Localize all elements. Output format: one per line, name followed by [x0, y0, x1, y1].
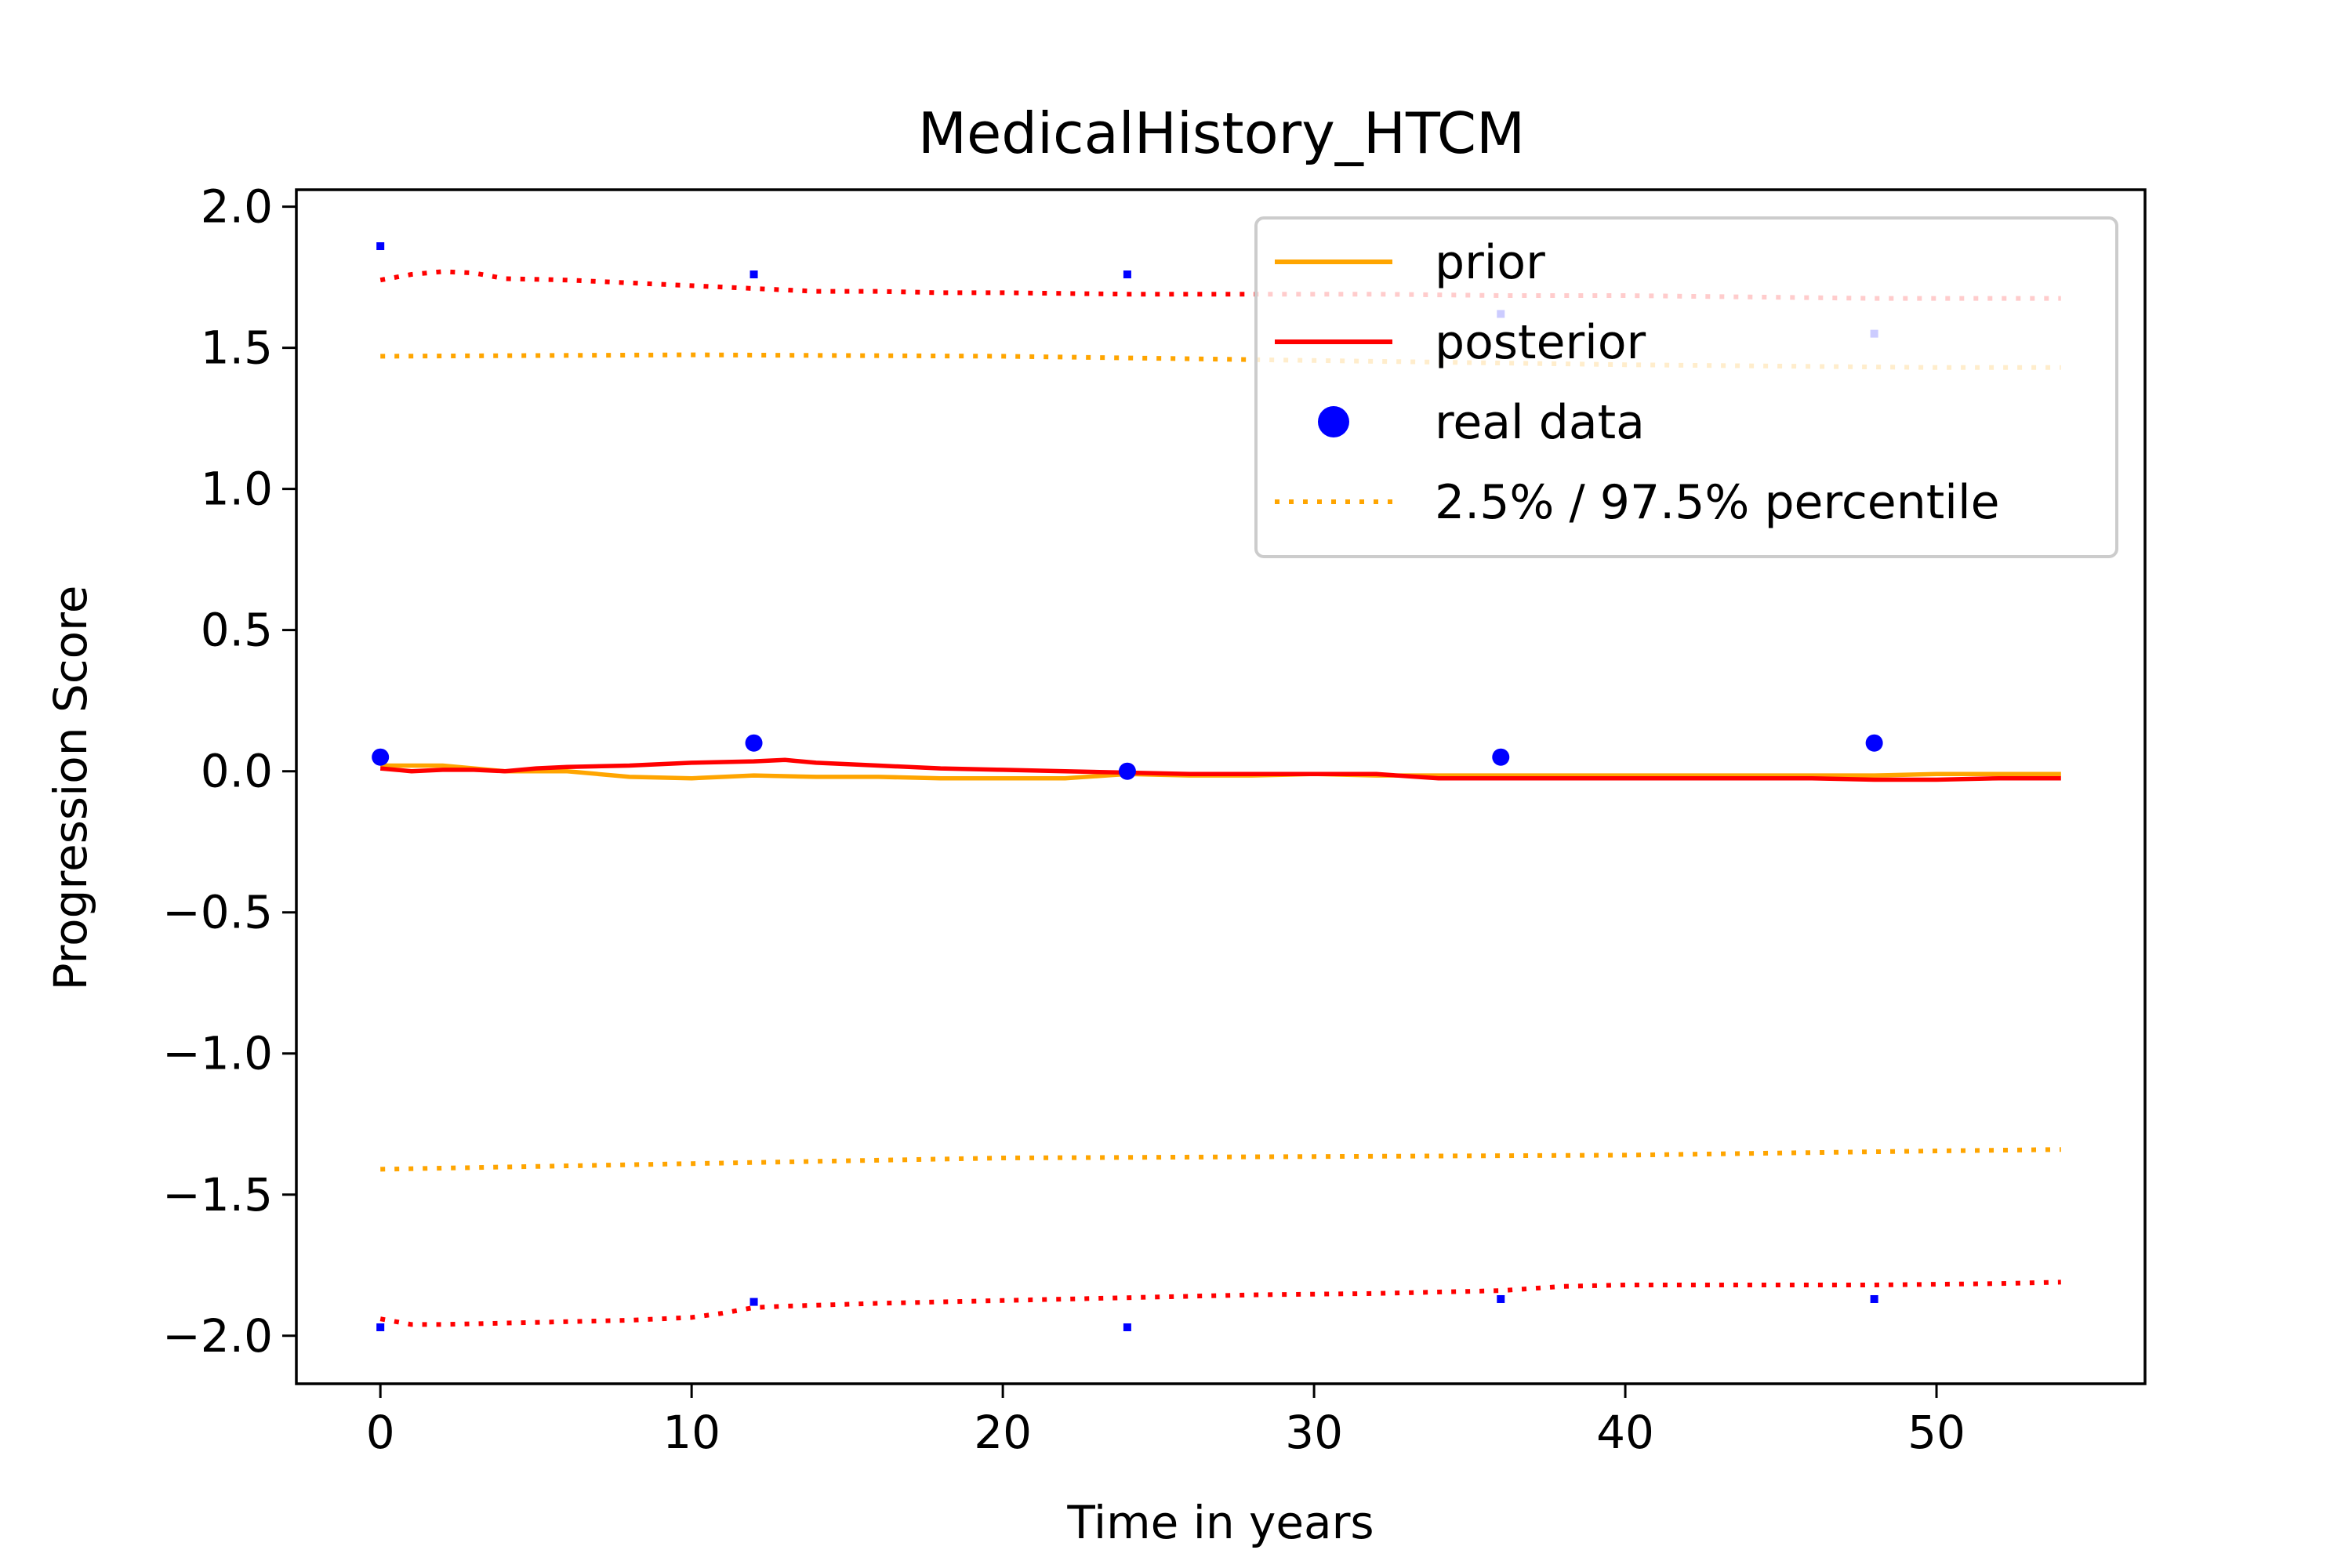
real-data-percentile-point-9: [1870, 1294, 1878, 1303]
real-data-point-1: [745, 734, 763, 752]
real-data-percentile-point-7: [1123, 1323, 1131, 1331]
legend: prior posterior real data 2.5% / 97.5% perc…: [1254, 216, 2118, 558]
real-data-point-0: [372, 748, 390, 766]
y-tick-label: 1.0: [201, 463, 273, 516]
y-tick-label: −1.0: [162, 1027, 273, 1080]
y-tick-label: −0.5: [162, 886, 273, 939]
x-axis: 0 10 20 30 40 50: [366, 1384, 1965, 1459]
chart-title: MedicalHistory_HTCM: [918, 100, 1525, 166]
y-tick-label: 1.5: [201, 321, 273, 375]
series-line-posterior-mean: [379, 757, 2061, 782]
real-data-percentile-point-6: [750, 1298, 758, 1306]
x-tick-label: 10: [662, 1406, 720, 1459]
real-data-percentile-point-5: [376, 1323, 385, 1331]
y-tick-label: 0.5: [201, 604, 273, 657]
y-tick-label: −1.5: [162, 1168, 273, 1221]
y-tick-label: −2.0: [162, 1309, 273, 1363]
y-tick-label: 0.0: [201, 745, 273, 798]
real-data-point-4: [1865, 734, 1883, 752]
y-tick-label: 2.0: [201, 180, 273, 234]
legend-label-2-5-97-5-percentile: 2.5% / 97.5% percentile: [1435, 475, 2000, 530]
x-tick-label: 30: [1285, 1406, 1343, 1459]
real-data-percentile-point-1: [750, 270, 758, 279]
x-tick-label: 40: [1596, 1406, 1654, 1459]
y-axis: 2.0 1.5 1.0 0.5 0.0 −0.5 −1.0 −1.5 −2.0: [162, 180, 296, 1363]
legend-swatch-real-data: [1318, 406, 1349, 437]
legend-label-prior: prior: [1435, 235, 1545, 290]
real-data-percentile-point-0: [376, 242, 385, 251]
legend-label-posterior: posterior: [1435, 315, 1646, 370]
legend-label-real-data: real data: [1435, 395, 1645, 450]
y-axis-label: Progression Score: [44, 586, 97, 991]
real-data-percentile-point-8: [1497, 1294, 1505, 1303]
legend-box: [1254, 216, 2118, 558]
x-tick-label: 20: [974, 1406, 1032, 1459]
real-data-point-3: [1492, 748, 1510, 766]
x-tick-label: 50: [1907, 1406, 1965, 1459]
x-tick-label: 0: [366, 1406, 395, 1459]
series-line-posterior-lower: [379, 1279, 2061, 1327]
axes-frame: [295, 188, 2147, 1385]
real-data-point-2: [1118, 762, 1136, 780]
real-data-percentile-point-2: [1123, 270, 1131, 279]
series-line-prior-lower: [380, 1147, 2061, 1172]
x-axis-label: Time in years: [1066, 1496, 1374, 1549]
